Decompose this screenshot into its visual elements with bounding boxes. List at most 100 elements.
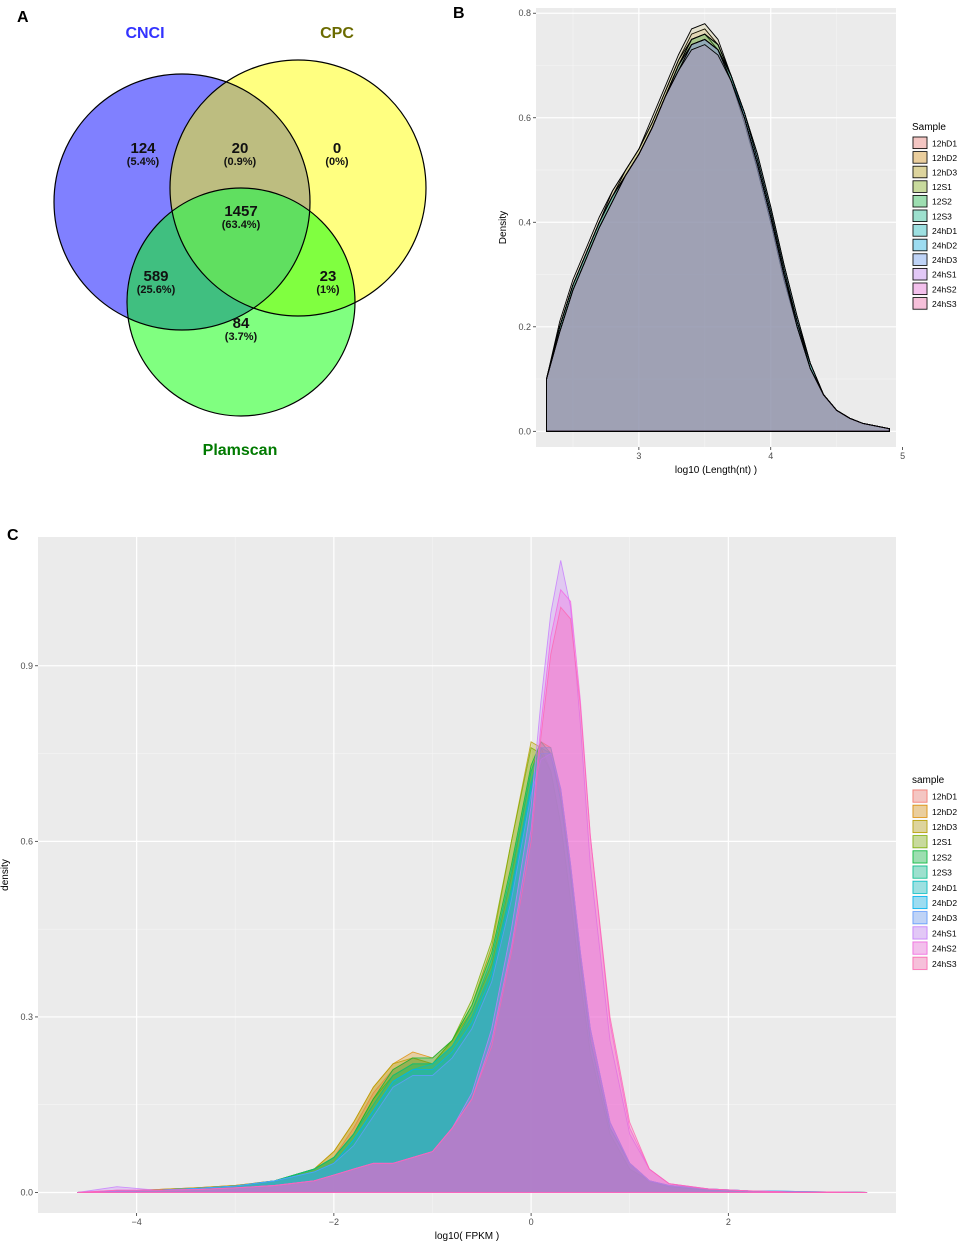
venn-diagram: CNCI CPC Plamscan 124(5.4%) 20(0.9%) 0(0%) 145… [53,25,427,459]
legend-key-bg [912,819,928,834]
y-axis-title: density [0,859,11,891]
length-density-chart: 3 4 5 0.0 0.2 0.4 0.6 0.8 log10 (Length(nt) ) Den… [498,8,957,476]
y-axis-title: Density [498,211,509,244]
legend-key-swatch [912,896,928,910]
legend-label: 24hD2 [932,241,957,251]
venn-region-percent: (0.9%) [224,156,257,168]
x-tick-label: −2 [329,1217,339,1227]
legend-key-bg [912,223,928,238]
density-area-24hs3 [77,606,868,1193]
legend-key-swatch [912,941,928,955]
legend-key-swatch [912,865,928,879]
legend-key-swatch [912,804,928,818]
y-tick-label: 0.2 [518,322,531,332]
legend-label: 24hD1 [932,883,957,893]
legend-key-bg [912,895,928,910]
legend-key-bg [912,136,928,150]
venn-outline-0 [53,73,311,331]
panel-label-c: C [7,527,19,544]
legend-key-bg [912,267,928,281]
legend-key-bg [912,194,928,208]
venn-region-count: 23 [320,268,337,285]
legend-label: 12S1 [932,182,952,192]
venn-region-count: 0 [333,140,341,157]
venn-region-count: 124 [130,140,156,157]
legend-label: 24hD2 [932,898,957,908]
x-tick-label: −4 [131,1217,141,1227]
legend-key-swatch [912,224,928,237]
legend-key-bg [912,282,928,296]
legend-key-bg [912,804,928,819]
venn-title-cpc: CPC [320,25,354,42]
venn-region-count: 20 [232,140,249,157]
legend-key-swatch [912,253,928,266]
venn-region-percent: (0%) [325,156,349,168]
legend-label: 24hS1 [932,270,957,280]
x-tick-label: 2 [726,1217,731,1227]
legend-label: 12hD3 [932,822,957,832]
legend-label: 12S3 [932,211,952,221]
legend-key-bg [912,209,928,223]
venn-region-count: 589 [143,268,168,285]
y-tick-label: 0.9 [20,661,33,671]
venn-region-percent: (25.6%) [137,284,176,296]
legend-label: 24hD3 [932,913,957,923]
legend-key-swatch [912,850,928,864]
x-tick-label: 5 [900,451,905,461]
legend-label: 12hD3 [932,168,957,178]
legend-key-swatch [912,820,928,834]
legend-key-swatch [912,180,928,193]
legend-key-swatch [912,911,928,925]
legend-key-swatch [912,165,928,179]
legend-key-bg [912,880,928,895]
panel-label-b: B [453,5,465,22]
venn-region-percent: (3.7%) [225,331,258,343]
legend-label: 12hD2 [932,807,957,817]
legend-key-bg [912,941,928,956]
legend-label: 12hD1 [932,138,957,148]
legend-key-swatch [912,282,928,296]
y-tick-label: 0.4 [518,217,531,227]
legend-key-bg [912,179,928,194]
legend-key-swatch [912,238,928,252]
legend-label: 24hD3 [932,255,957,265]
y-tick-label: 0.0 [518,426,531,436]
legend-label: 24hD1 [932,226,957,236]
y-tick-label: 0.6 [518,113,531,123]
legend-label: 12hD1 [932,792,957,802]
legend-label: 12hD2 [932,153,957,163]
legend-key-bg [912,296,928,311]
legend-key-bg [912,849,928,864]
legend-key-bg [912,865,928,880]
legend-key-bg [912,925,928,940]
legend-key-swatch [912,209,928,223]
legend-title: sample [912,775,945,786]
venn-region-count: 1457 [224,203,257,220]
legend-key-swatch [912,136,928,150]
plot-panel [38,537,896,1213]
legend-key-swatch [912,789,928,803]
legend-label: 24hS3 [932,299,957,309]
legend-key-swatch [912,194,928,208]
legend-key-bg [912,165,928,179]
density-area-24hs3 [546,44,890,432]
venn-region-percent: (1%) [316,284,340,296]
legend-key-swatch [912,926,928,940]
legend-label: 24hS2 [932,944,957,954]
x-tick-label: 0 [529,1217,534,1227]
x-axis-title: log10 (Length(nt) ) [675,465,757,476]
venn-title-plamscan: Plamscan [203,442,278,459]
legend-key-swatch [912,880,928,894]
venn-title-cnci: CNCI [125,25,164,42]
legend-key-bg [912,789,928,804]
venn-outline-1 [169,59,427,317]
fpkm-density-chart: −4 −2 0 2 0.0 0.3 0.6 0.9 log10( FPKM ) density sa… [0,537,957,1242]
legend-key-swatch [912,297,928,310]
legend-label: 24hS3 [932,959,957,969]
x-axis-title: log10( FPKM ) [435,1231,499,1242]
legend-label: 12S1 [932,837,952,847]
venn-region-percent: (5.4%) [127,156,160,168]
x-tick-label: 3 [636,451,641,461]
legend-label: 12S2 [932,197,952,207]
legend-key-swatch [912,956,928,970]
